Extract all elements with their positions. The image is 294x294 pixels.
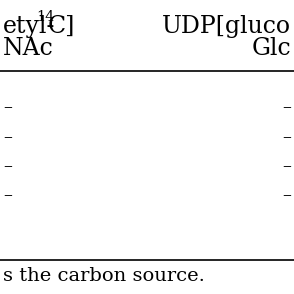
- Text: NAc: NAc: [3, 37, 54, 60]
- Text: UDP[gluco: UDP[gluco: [162, 15, 291, 38]
- Text: C]: C]: [48, 15, 75, 38]
- Text: s the carbon source.: s the carbon source.: [3, 267, 205, 285]
- Text: 14: 14: [37, 10, 55, 24]
- Text: –: –: [3, 186, 12, 205]
- Text: –: –: [3, 157, 12, 175]
- Text: Glc: Glc: [251, 37, 291, 60]
- Text: etyl-: etyl-: [3, 15, 55, 38]
- Text: –: –: [3, 128, 12, 146]
- Text: –: –: [282, 186, 291, 205]
- Text: –: –: [282, 157, 291, 175]
- Text: –: –: [282, 98, 291, 116]
- Text: –: –: [3, 98, 12, 116]
- Text: –: –: [282, 128, 291, 146]
